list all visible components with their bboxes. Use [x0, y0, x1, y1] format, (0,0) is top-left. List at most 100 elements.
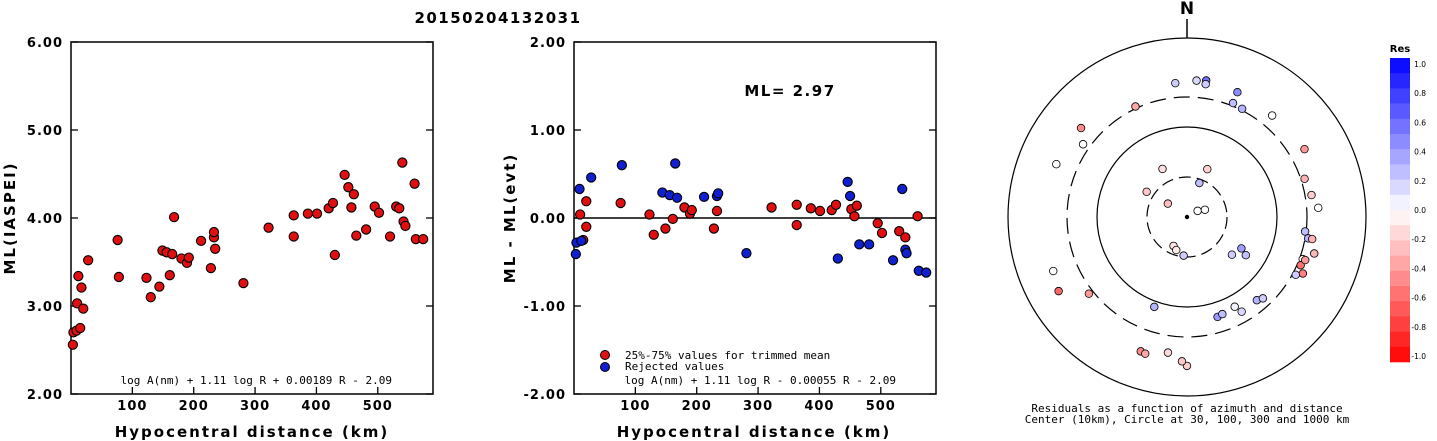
color-scale-cell — [1390, 255, 1410, 272]
data-point — [339, 169, 350, 181]
color-scale-cell — [1390, 149, 1410, 165]
data-point — [75, 322, 86, 334]
color-scale-cell — [1390, 316, 1410, 332]
color-scale-cell — [1390, 346, 1410, 363]
x-tick-label: 300 — [743, 399, 773, 414]
station-marker — [1237, 244, 1246, 253]
color-scale-cell — [1390, 331, 1410, 348]
data-point — [921, 267, 932, 278]
color-scale-label: 0.2 — [1414, 177, 1426, 186]
station-marker — [1227, 250, 1237, 259]
data-point — [660, 223, 671, 234]
ml-iaspei-panel: 100 200 300 400 500 2.00 3.00 4.00 5.00 6.00 log… — [1, 36, 434, 441]
data-point — [113, 271, 125, 283]
station-markers — [1049, 76, 1323, 371]
color-scale-labels: 1.0 0.8 0.6 0.4 0.2 0.0 -0.2 -0.4 -0.6 -0.8 -1.0 — [1411, 60, 1426, 361]
x-tick-label: 400 — [804, 399, 834, 414]
y-tick-label: 5.00 — [27, 124, 63, 139]
data-point — [76, 282, 87, 293]
x-axis-ticks: 100 200 300 400 500 — [117, 387, 392, 414]
data-point — [830, 199, 842, 210]
x-tick-label: 200 — [682, 399, 712, 414]
color-scale-label: -0.8 — [1411, 323, 1426, 332]
color-scale-cell — [1390, 194, 1410, 211]
data-point — [844, 190, 856, 202]
station-marker — [1233, 88, 1242, 97]
data-point — [686, 204, 697, 216]
data-point — [581, 196, 592, 207]
data-point — [887, 255, 899, 266]
data-point — [849, 211, 860, 222]
data-point — [351, 230, 362, 241]
color-scale-cell — [1390, 210, 1410, 226]
residual-color-scale: Res 1.0 0.8 0.6 0.4 0.2 0.0 -0.2 -0.4 -0.6 -0.8 -1… — [1390, 44, 1426, 363]
data-point — [288, 210, 299, 221]
station-marker — [1203, 164, 1212, 174]
formula-label: log A(nm) + 1.11 log R + 0.00189 R - 2.0… — [120, 374, 392, 387]
station-marker — [1228, 98, 1238, 108]
data-point — [302, 208, 313, 219]
data-point — [210, 243, 221, 254]
data-point — [348, 189, 360, 200]
station-marker — [1237, 104, 1247, 113]
data-point — [900, 232, 911, 243]
data-point — [901, 248, 912, 259]
station-marker — [1131, 102, 1140, 111]
station-marker — [1150, 302, 1159, 312]
color-scale-label: -1.0 — [1411, 352, 1426, 361]
color-scale-cell — [1390, 270, 1410, 287]
y-tick-label: -1.00 — [524, 300, 566, 315]
plot-frame — [70, 41, 434, 395]
data-point — [397, 157, 408, 168]
y-tick-label: 3.00 — [27, 300, 63, 315]
y-tick-label: -2.00 — [524, 388, 566, 403]
data-point — [360, 224, 372, 235]
data-point — [894, 226, 905, 237]
color-scale-label: 1.0 — [1414, 60, 1426, 69]
data-point — [394, 203, 405, 214]
data-point — [805, 203, 816, 214]
color-scale-cell — [1390, 240, 1410, 256]
x-tick-label: 100 — [620, 399, 650, 414]
data-point — [872, 218, 883, 229]
station-marker — [1158, 164, 1167, 174]
ring-300km — [1066, 96, 1308, 338]
data-point — [851, 200, 863, 211]
data-point — [83, 255, 94, 266]
station-marker — [1218, 309, 1227, 319]
y-axis-ticks: 2.00 3.00 4.00 5.00 6.00 — [27, 36, 433, 403]
data-point — [667, 213, 678, 225]
data-point — [574, 183, 585, 195]
ring-1000km — [1007, 37, 1367, 397]
x-tick-label: 100 — [117, 399, 147, 414]
data-point — [876, 227, 888, 239]
data-point — [644, 209, 655, 220]
data-point — [832, 253, 843, 264]
station-marker — [1179, 251, 1188, 260]
data-points — [67, 157, 429, 350]
station-marker — [1310, 249, 1319, 258]
ml-annotation: ML= 2.97 — [744, 82, 835, 100]
station-marker — [1258, 294, 1268, 303]
station-marker — [1195, 178, 1204, 188]
data-point — [581, 221, 592, 232]
formula-label: log A(nm) + 1.11 log R - 0.00055 R - 2.0… — [624, 374, 896, 387]
data-point — [842, 176, 853, 188]
data-point — [570, 248, 581, 260]
data-point — [384, 231, 396, 242]
station-marker — [1052, 160, 1061, 169]
data-point — [912, 211, 923, 222]
station-marker — [1296, 261, 1305, 270]
data-point — [791, 199, 802, 210]
station-marker — [1142, 187, 1151, 196]
data-point — [741, 248, 752, 259]
data-point — [67, 339, 78, 350]
data-point — [418, 233, 429, 245]
y-axis-label: ML(IASPEI) — [1, 161, 19, 274]
data-point — [576, 235, 587, 247]
color-scale-label: 0.0 — [1414, 206, 1426, 215]
x-tick-label: 400 — [301, 399, 331, 414]
data-point — [615, 197, 626, 209]
station-marker — [1193, 206, 1202, 216]
legend-marker-rejected — [600, 362, 610, 372]
